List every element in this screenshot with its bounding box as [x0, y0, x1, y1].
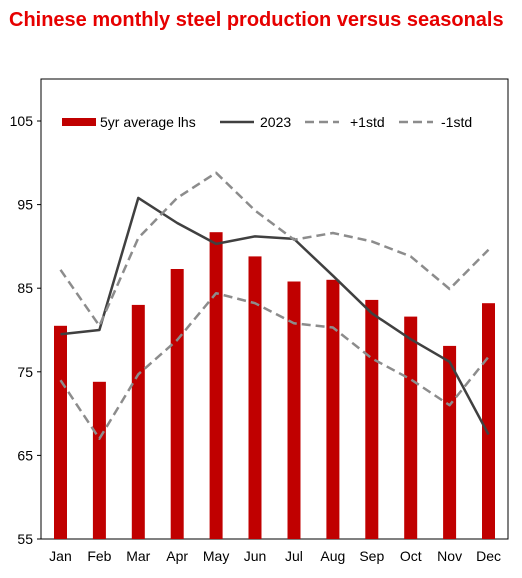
- x-tick-label: Jan: [49, 548, 72, 564]
- chart-title: Chinese monthly steel production versus …: [9, 9, 504, 31]
- x-tick-label: Oct: [400, 548, 422, 564]
- y-tick-label: 75: [17, 364, 33, 380]
- x-tick-label: Nov: [437, 548, 462, 564]
- x-tick-label: May: [203, 548, 229, 564]
- series-line-1std: [59, 291, 490, 440]
- x-tick-label: Jun: [244, 548, 267, 564]
- bar-oct: [404, 316, 418, 539]
- legend-swatch-bar: [62, 118, 96, 126]
- legend-label: 2023: [260, 114, 291, 130]
- plot-area: [40, 78, 509, 540]
- y-tick-label: 105: [10, 113, 34, 129]
- bar-nov: [443, 345, 457, 539]
- legend-label: +1std: [350, 114, 385, 130]
- bar-jun: [248, 256, 262, 539]
- bar-jul: [287, 281, 301, 539]
- y-tick-label: 65: [17, 447, 33, 463]
- x-tick-label: Aug: [320, 548, 345, 564]
- x-tick-label: Jul: [285, 548, 303, 564]
- y-tick-label: 55: [17, 531, 33, 547]
- bar-jan: [54, 325, 67, 539]
- bar-apr: [170, 269, 184, 539]
- y-tick-label: 85: [17, 280, 33, 296]
- bar-may: [209, 232, 223, 539]
- legend-label: -1std: [441, 114, 472, 130]
- bar-mar: [131, 304, 145, 539]
- x-tick-label: Dec: [476, 548, 501, 564]
- x-tick-label: Feb: [87, 548, 111, 564]
- bar-sep: [365, 299, 379, 539]
- y-tick-label: 95: [17, 197, 33, 213]
- legend-label: 5yr average lhs: [100, 114, 196, 130]
- bar-feb: [92, 381, 106, 539]
- series-line-2023: [60, 196, 490, 436]
- bar-dec: [482, 303, 495, 539]
- x-tick-label: Mar: [126, 548, 150, 564]
- x-tick-label: Apr: [166, 548, 188, 564]
- x-tick-label: Sep: [359, 548, 384, 564]
- bar-aug: [326, 279, 340, 539]
- series-line-1std: [59, 171, 490, 328]
